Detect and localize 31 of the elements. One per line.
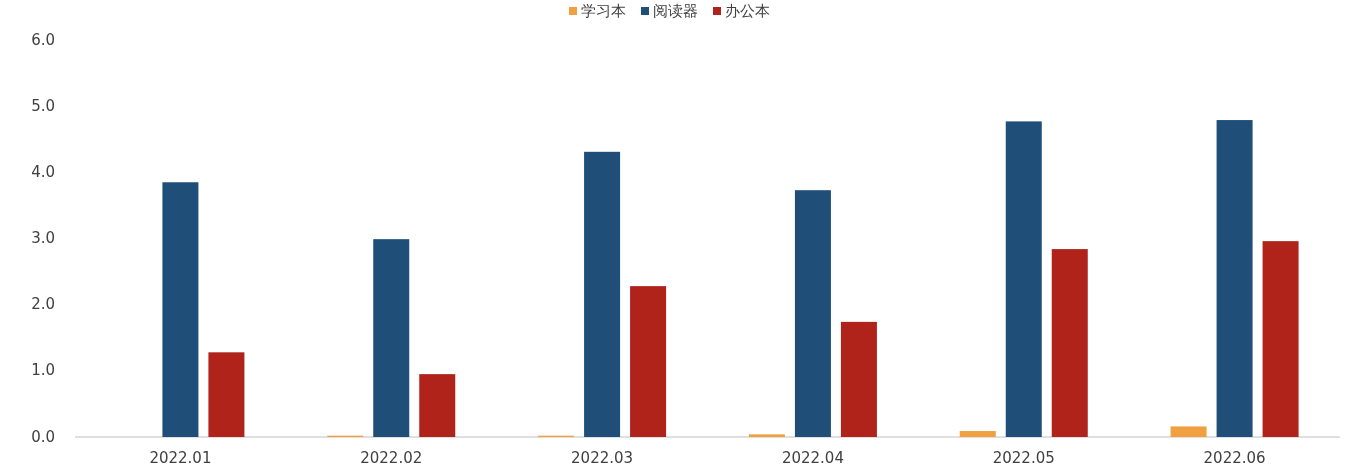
x-tick-label: 2022.02: [360, 448, 423, 467]
bar: [794, 190, 831, 437]
bar: [1216, 120, 1253, 437]
x-tick-label: 2022.01: [149, 448, 212, 467]
y-tick-label: 5.0: [31, 96, 55, 115]
y-tick-label: 0.0: [31, 427, 55, 446]
y-tick-label: 6.0: [31, 30, 55, 49]
x-tick-label: 2022.05: [992, 448, 1055, 467]
y-tick-label: 2.0: [31, 295, 55, 314]
x-tick-label: 2022.04: [781, 448, 844, 467]
y-tick-label: 3.0: [31, 229, 55, 247]
bar: [1051, 249, 1088, 437]
bar: [584, 151, 621, 437]
legend-label: 办公本: [725, 1, 770, 20]
bar: [959, 431, 996, 437]
bar: [373, 239, 410, 437]
y-tick-label: 1.0: [31, 361, 55, 380]
bar: [748, 434, 785, 437]
bar: [419, 374, 456, 437]
y-tick-label: 4.0: [31, 162, 55, 181]
bar: [1170, 426, 1207, 437]
bar: [1262, 241, 1299, 437]
x-tick-label: 2022.06: [1203, 448, 1266, 467]
bar: [630, 286, 667, 437]
x-tick-label: 2022.03: [571, 448, 634, 467]
legend-label: 学习本: [581, 1, 626, 20]
legend-label: 阅读器: [653, 1, 698, 20]
bar: [840, 321, 877, 437]
bar: [162, 182, 199, 437]
bar: [1005, 121, 1042, 437]
bar: [208, 352, 245, 437]
